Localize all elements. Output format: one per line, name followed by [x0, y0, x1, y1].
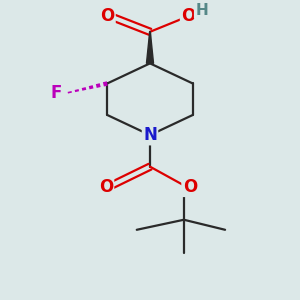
Text: O: O	[100, 7, 114, 25]
Text: O: O	[183, 178, 197, 196]
Polygon shape	[146, 32, 154, 63]
Text: F: F	[50, 85, 61, 103]
Text: O: O	[99, 178, 113, 196]
Text: H: H	[195, 3, 208, 18]
Text: N: N	[143, 126, 157, 144]
Text: O: O	[181, 7, 195, 25]
